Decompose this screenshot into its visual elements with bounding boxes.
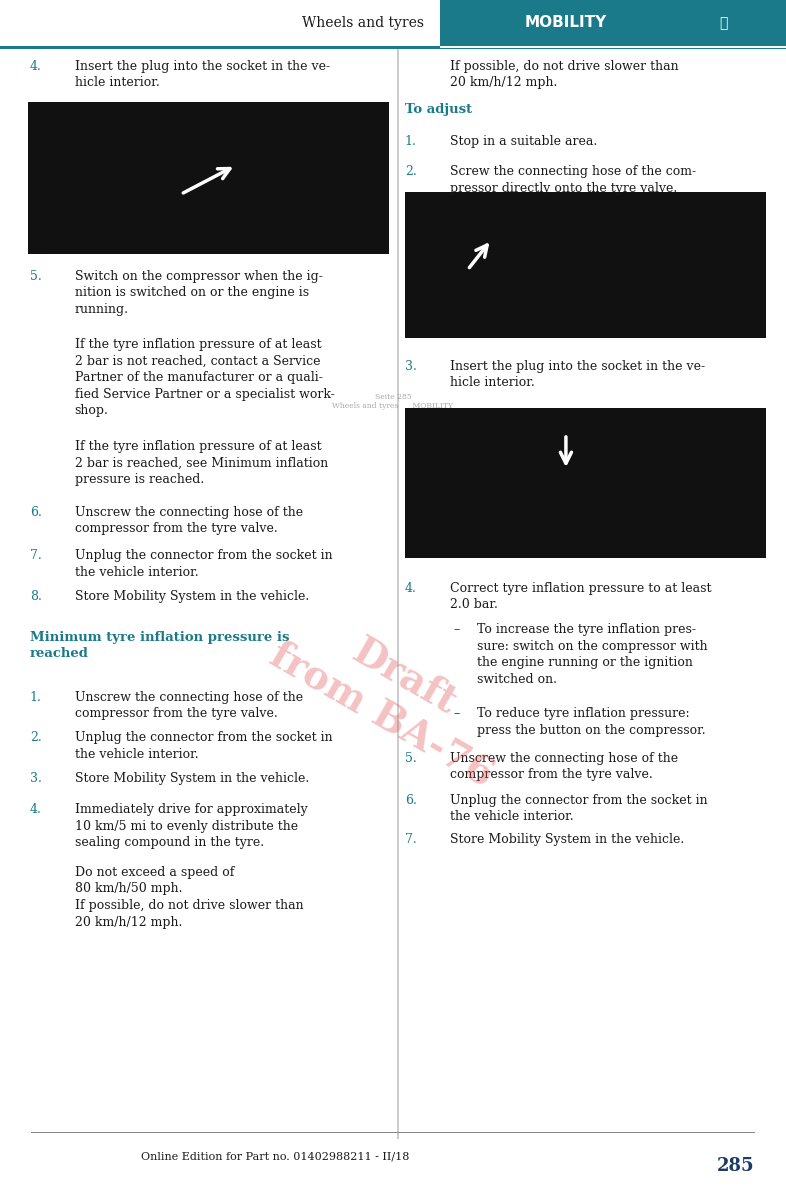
Text: Store Mobility System in the vehicle.: Store Mobility System in the vehicle. xyxy=(75,772,309,785)
Text: Insert the plug into the socket in the ve-
hicle interior.: Insert the plug into the socket in the v… xyxy=(75,60,330,90)
Text: –: – xyxy=(454,707,460,721)
Text: Unplug the connector from the socket in
the vehicle interior.: Unplug the connector from the socket in … xyxy=(75,731,332,761)
Text: 2.: 2. xyxy=(30,731,42,745)
Text: 2.: 2. xyxy=(405,165,417,179)
Text: Draft
from BA-76: Draft from BA-76 xyxy=(263,597,523,794)
Text: Store Mobility System in the vehicle.: Store Mobility System in the vehicle. xyxy=(450,833,684,846)
Text: 7.: 7. xyxy=(30,549,42,562)
Text: 5.: 5. xyxy=(30,270,42,283)
Text: Immediately drive for approximately
10 km/5 mi to evenly distribute the
sealing : Immediately drive for approximately 10 k… xyxy=(75,803,307,849)
Text: 4.: 4. xyxy=(30,60,42,73)
Bar xyxy=(0,0,440,46)
Text: Online Edition for Part no. 01402988211 - II/18: Online Edition for Part no. 01402988211 … xyxy=(141,1151,410,1161)
Text: If the tyre inflation pressure of at least
2 bar is not reached, contact a Servi: If the tyre inflation pressure of at lea… xyxy=(75,338,335,417)
Text: Unscrew the connecting hose of the
compressor from the tyre valve.: Unscrew the connecting hose of the compr… xyxy=(75,691,303,721)
Text: 4.: 4. xyxy=(30,803,42,817)
Text: 5.: 5. xyxy=(405,752,417,765)
Text: Unscrew the connecting hose of the
compressor from the tyre valve.: Unscrew the connecting hose of the compr… xyxy=(75,506,303,536)
Text: To adjust: To adjust xyxy=(405,103,472,116)
Text: If possible, do not drive slower than
20 km/h/12 mph.: If possible, do not drive slower than 20… xyxy=(450,60,678,90)
Text: –: – xyxy=(454,623,460,637)
Bar xyxy=(0,46,440,48)
Text: Stop in a suitable area.: Stop in a suitable area. xyxy=(450,135,597,149)
Text: If possible, do not drive slower than
20 km/h/12 mph.: If possible, do not drive slower than 20… xyxy=(75,899,303,929)
Text: 3.: 3. xyxy=(405,360,417,373)
Text: Unscrew the connecting hose of the
compressor from the tyre valve.: Unscrew the connecting hose of the compr… xyxy=(450,752,678,782)
Text: Unplug the connector from the socket in
the vehicle interior.: Unplug the connector from the socket in … xyxy=(75,549,332,579)
Text: Wheels and tyres: Wheels and tyres xyxy=(303,16,424,30)
Bar xyxy=(31,1132,755,1133)
Text: 6.: 6. xyxy=(405,794,417,807)
Bar xyxy=(28,102,389,254)
Text: Correct tyre inflation pressure to at least
2.0 bar.: Correct tyre inflation pressure to at le… xyxy=(450,582,711,611)
Bar xyxy=(0,48,786,49)
Bar xyxy=(405,408,766,558)
Text: 4.: 4. xyxy=(405,582,417,595)
Text: 1.: 1. xyxy=(30,691,42,704)
Text: Switch on the compressor when the ig-
nition is switched on or the engine is
run: Switch on the compressor when the ig- ni… xyxy=(75,270,322,315)
Text: To increase the tyre inflation pres-
sure: switch on the compressor with
the eng: To increase the tyre inflation pres- sur… xyxy=(477,623,707,686)
Text: Minimum tyre inflation pressure is
reached: Minimum tyre inflation pressure is reach… xyxy=(30,631,289,661)
Text: 285: 285 xyxy=(717,1157,755,1175)
Text: Insert the plug into the socket in the ve-
hicle interior.: Insert the plug into the socket in the v… xyxy=(450,360,705,390)
Bar xyxy=(397,42,399,1139)
Bar xyxy=(405,192,766,338)
Text: Screw the connecting hose of the com-
pressor directly onto the tyre valve.: Screw the connecting hose of the com- pr… xyxy=(450,165,696,195)
Text: If the tyre inflation pressure of at least
2 bar is reached, see Minimum inflati: If the tyre inflation pressure of at lea… xyxy=(75,440,328,486)
Text: Seite 285
Wheels and tyres      MOBILITY: Seite 285 Wheels and tyres MOBILITY xyxy=(332,393,454,410)
Text: 7.: 7. xyxy=(405,833,417,846)
Text: 1.: 1. xyxy=(405,135,417,149)
Text: 8.: 8. xyxy=(30,590,42,603)
Text: 3.: 3. xyxy=(30,772,42,785)
Text: 🚗: 🚗 xyxy=(719,16,727,30)
Text: To reduce tyre inflation pressure:
press the button on the compressor.: To reduce tyre inflation pressure: press… xyxy=(477,707,706,737)
Text: Do not exceed a speed of
80 km/h/50 mph.: Do not exceed a speed of 80 km/h/50 mph. xyxy=(75,866,234,896)
Text: Unplug the connector from the socket in
the vehicle interior.: Unplug the connector from the socket in … xyxy=(450,794,707,824)
Text: Store Mobility System in the vehicle.: Store Mobility System in the vehicle. xyxy=(75,590,309,603)
Text: MOBILITY: MOBILITY xyxy=(525,16,607,30)
Text: 6.: 6. xyxy=(30,506,42,519)
Bar xyxy=(440,0,786,46)
